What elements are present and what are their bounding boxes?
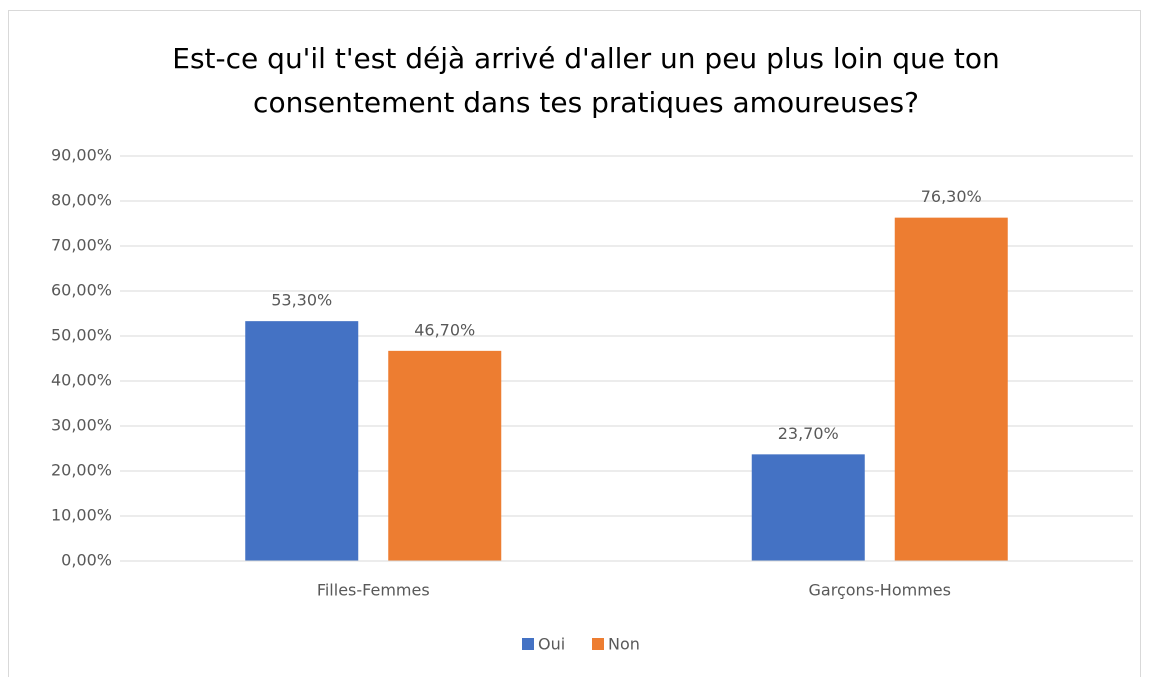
- legend-swatch: [592, 638, 604, 650]
- y-tick-label: 60,00%: [51, 281, 112, 300]
- bar: [245, 321, 359, 561]
- data-label: 23,70%: [778, 424, 839, 443]
- y-tick-label: 90,00%: [51, 146, 112, 165]
- legend-swatch: [522, 638, 534, 650]
- y-tick-label: 50,00%: [51, 326, 112, 345]
- y-tick-label: 80,00%: [51, 191, 112, 210]
- bar: [388, 350, 502, 561]
- data-label: 46,70%: [414, 320, 475, 339]
- bar: [894, 217, 1008, 561]
- y-tick-label: 10,00%: [51, 506, 112, 525]
- data-label: 76,30%: [921, 187, 982, 206]
- chart-title: Est-ce qu'il t'est déjà arrivé d'aller u…: [172, 42, 999, 75]
- y-tick-label: 70,00%: [51, 236, 112, 255]
- x-tick-label: Garçons-Hommes: [809, 581, 951, 600]
- y-tick-label: 40,00%: [51, 371, 112, 390]
- y-tick-label: 30,00%: [51, 416, 112, 435]
- y-tick-label: 0,00%: [61, 551, 112, 570]
- chart-title: consentement dans tes pratiques amoureus…: [253, 86, 919, 119]
- y-tick-label: 20,00%: [51, 461, 112, 480]
- bar: [751, 454, 865, 561]
- x-tick-label: Filles-Femmes: [317, 581, 430, 600]
- legend-label: Oui: [538, 635, 565, 654]
- data-label: 53,30%: [271, 291, 332, 310]
- legend-label: Non: [608, 635, 640, 654]
